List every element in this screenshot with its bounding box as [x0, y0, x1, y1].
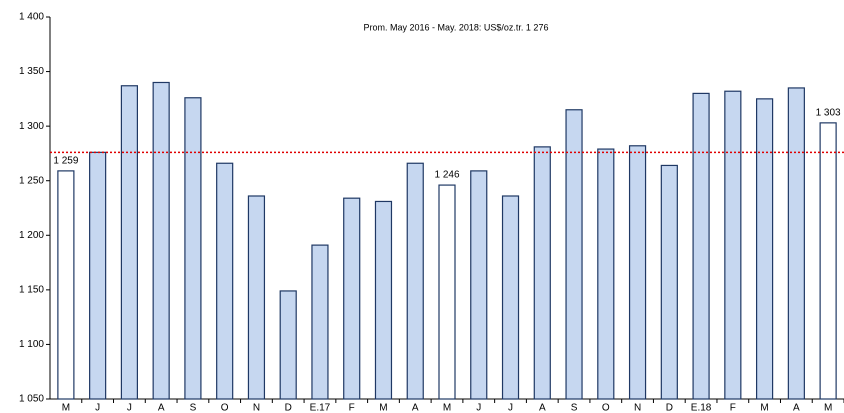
x-tick-label: M	[443, 403, 451, 413]
y-tick-label: 1 250	[19, 175, 44, 186]
x-tick-label: M	[760, 403, 768, 413]
x-tick-label: O	[221, 403, 229, 413]
x-tick-label: E.17	[310, 403, 331, 413]
value-label: 1 246	[434, 170, 459, 181]
x-tick-label: A	[412, 403, 419, 413]
bar	[470, 170, 488, 400]
bar	[152, 81, 170, 400]
bar	[755, 98, 774, 400]
bar	[692, 92, 710, 400]
x-tick-label: S	[190, 403, 197, 413]
bar	[247, 195, 266, 400]
x-tick-label: N	[253, 403, 260, 413]
x-tick-label: M	[62, 403, 70, 413]
y-tick-label: 1 350	[19, 66, 44, 77]
x-tick-label: N	[634, 403, 641, 413]
bar	[787, 87, 805, 400]
x-tick-label: J	[508, 403, 513, 413]
bar	[57, 170, 75, 400]
bar	[406, 162, 424, 400]
x-tick-label: A	[158, 403, 165, 413]
x-tick-label: A	[793, 403, 800, 413]
bar	[343, 197, 361, 400]
x-tick-label: O	[602, 403, 610, 413]
bar	[597, 148, 615, 400]
x-tick-label: F	[349, 403, 355, 413]
x-tick-label: S	[571, 403, 578, 413]
x-tick-label: J	[127, 403, 132, 413]
y-tick-label: 1 050	[19, 394, 44, 405]
x-tick-label: J	[476, 403, 481, 413]
bar	[501, 195, 520, 400]
x-tick-label: J	[95, 403, 100, 413]
y-tick-label: 1 300	[19, 121, 44, 132]
y-tick-label: 1 400	[19, 12, 44, 23]
bar	[438, 184, 456, 400]
value-label: 1 303	[816, 108, 841, 119]
bar	[660, 164, 678, 400]
x-tick-label: A	[539, 403, 546, 413]
x-tick-label: M	[379, 403, 387, 413]
x-tick-label: E.18	[691, 403, 712, 413]
bar	[374, 200, 393, 400]
bar	[628, 145, 647, 400]
bar	[819, 122, 837, 400]
bar	[216, 162, 234, 400]
bar	[184, 97, 202, 400]
y-tick-label: 1 100	[19, 339, 44, 350]
x-tick-label: M	[824, 403, 832, 413]
bar	[120, 85, 139, 400]
x-tick-label: D	[666, 403, 673, 413]
bar	[724, 90, 742, 400]
bar	[279, 290, 297, 400]
value-label: 1 259	[53, 156, 78, 167]
annotation: Prom. May 2016 - May. 2018: US$/oz.tr. 1…	[364, 22, 549, 32]
bar	[89, 151, 107, 400]
bar	[565, 109, 583, 400]
x-tick-label: F	[730, 403, 736, 413]
x-tick-label: D	[285, 403, 292, 413]
bar	[533, 146, 551, 400]
y-tick-label: 1 200	[19, 230, 44, 241]
bar	[311, 244, 329, 400]
y-tick-label: 1 150	[19, 284, 44, 295]
